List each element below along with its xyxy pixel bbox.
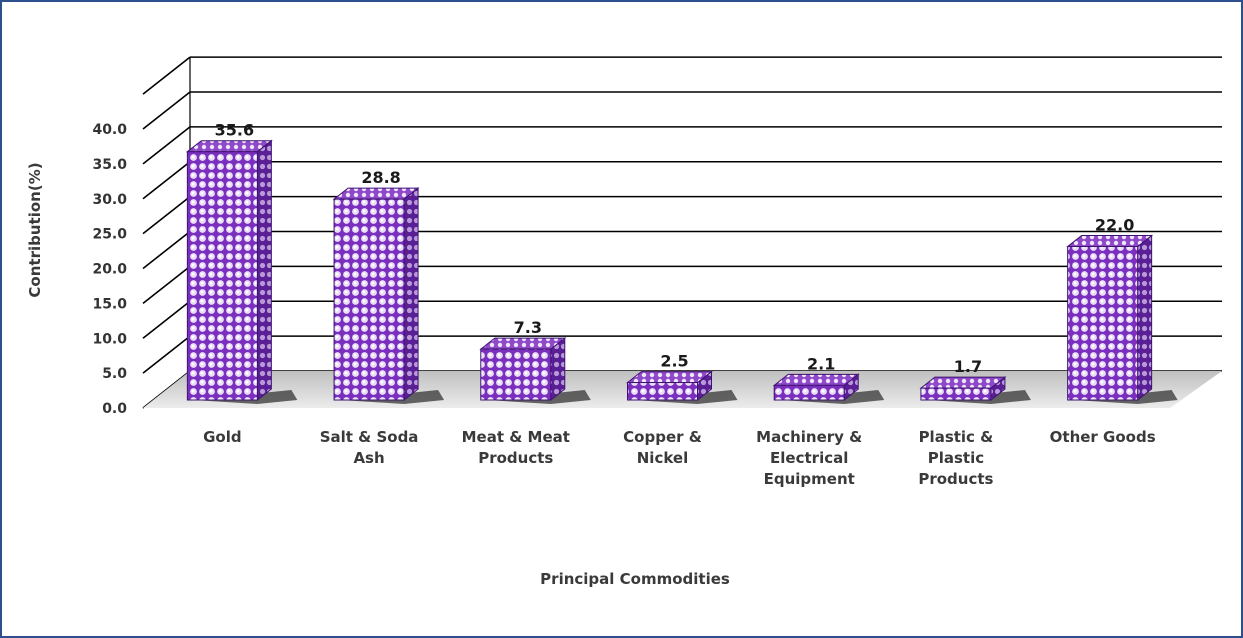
bar — [185, 139, 298, 404]
x-tick-label: Plastic & Plastic Products — [918, 428, 993, 488]
bar-side — [256, 139, 272, 402]
bar — [919, 376, 1031, 404]
bar — [479, 337, 591, 404]
bar — [626, 370, 738, 404]
data-label: 28.8 — [361, 168, 400, 187]
gridline-side — [142, 230, 191, 270]
gridline-side — [142, 265, 191, 305]
bar-side — [1137, 234, 1153, 402]
x-axis-title: Principal Commodities — [540, 570, 730, 588]
x-tick-label: Salt & Soda Ash — [320, 428, 419, 467]
y-tick-label: 15.0 — [92, 296, 127, 312]
y-tick-label: 5.0 — [102, 366, 127, 382]
bar-face — [627, 382, 698, 401]
data-label: 2.5 — [660, 352, 688, 371]
bar-top — [626, 371, 713, 384]
x-tick-label: Other Goods — [1050, 428, 1156, 446]
y-tick-label: 0.0 — [102, 401, 127, 417]
data-label: 1.7 — [954, 357, 982, 376]
bar-top — [1066, 235, 1154, 248]
gridline-side — [142, 56, 191, 95]
bar — [332, 187, 445, 404]
x-tick-label: Copper & Nickel — [623, 428, 702, 467]
y-tick-label: 25.0 — [92, 227, 127, 243]
y-tick-label: 40.0 — [92, 122, 127, 138]
y-tick-label: 35.0 — [92, 157, 127, 173]
bar-top — [185, 140, 273, 153]
bar-face — [333, 198, 405, 401]
y-tick-label: 10.0 — [92, 331, 127, 347]
gridline-side — [142, 91, 191, 130]
y-tick-label: 30.0 — [92, 192, 127, 208]
bar-face — [1067, 246, 1139, 401]
bar-side — [403, 187, 419, 402]
y-axis-title: Contribution(%) — [26, 162, 44, 297]
gridline-side — [142, 300, 191, 339]
gridline-side — [142, 335, 191, 374]
gridline-side — [142, 161, 191, 200]
data-label: 2.1 — [807, 354, 835, 373]
bar-top — [332, 187, 420, 200]
x-tick-label: Meat & Meat Products — [462, 428, 570, 467]
bar-face — [773, 384, 845, 401]
bar-top — [919, 376, 1007, 389]
bar — [1066, 234, 1178, 404]
bar-face — [480, 348, 552, 401]
data-label: 35.6 — [215, 121, 254, 140]
data-label: 7.3 — [514, 318, 542, 337]
gridline-side — [142, 126, 191, 165]
gridline-side — [142, 195, 191, 235]
bar-face — [186, 151, 258, 401]
bar-face — [920, 387, 992, 401]
x-tick-label: Machinery & Electrical Equipment — [756, 428, 862, 488]
y-tick-label: 20.0 — [92, 262, 127, 278]
bar-top — [772, 373, 860, 386]
bar-top — [479, 337, 567, 350]
x-tick-label: Gold — [203, 428, 242, 446]
data-label: 22.0 — [1095, 216, 1134, 235]
bar — [772, 373, 885, 404]
